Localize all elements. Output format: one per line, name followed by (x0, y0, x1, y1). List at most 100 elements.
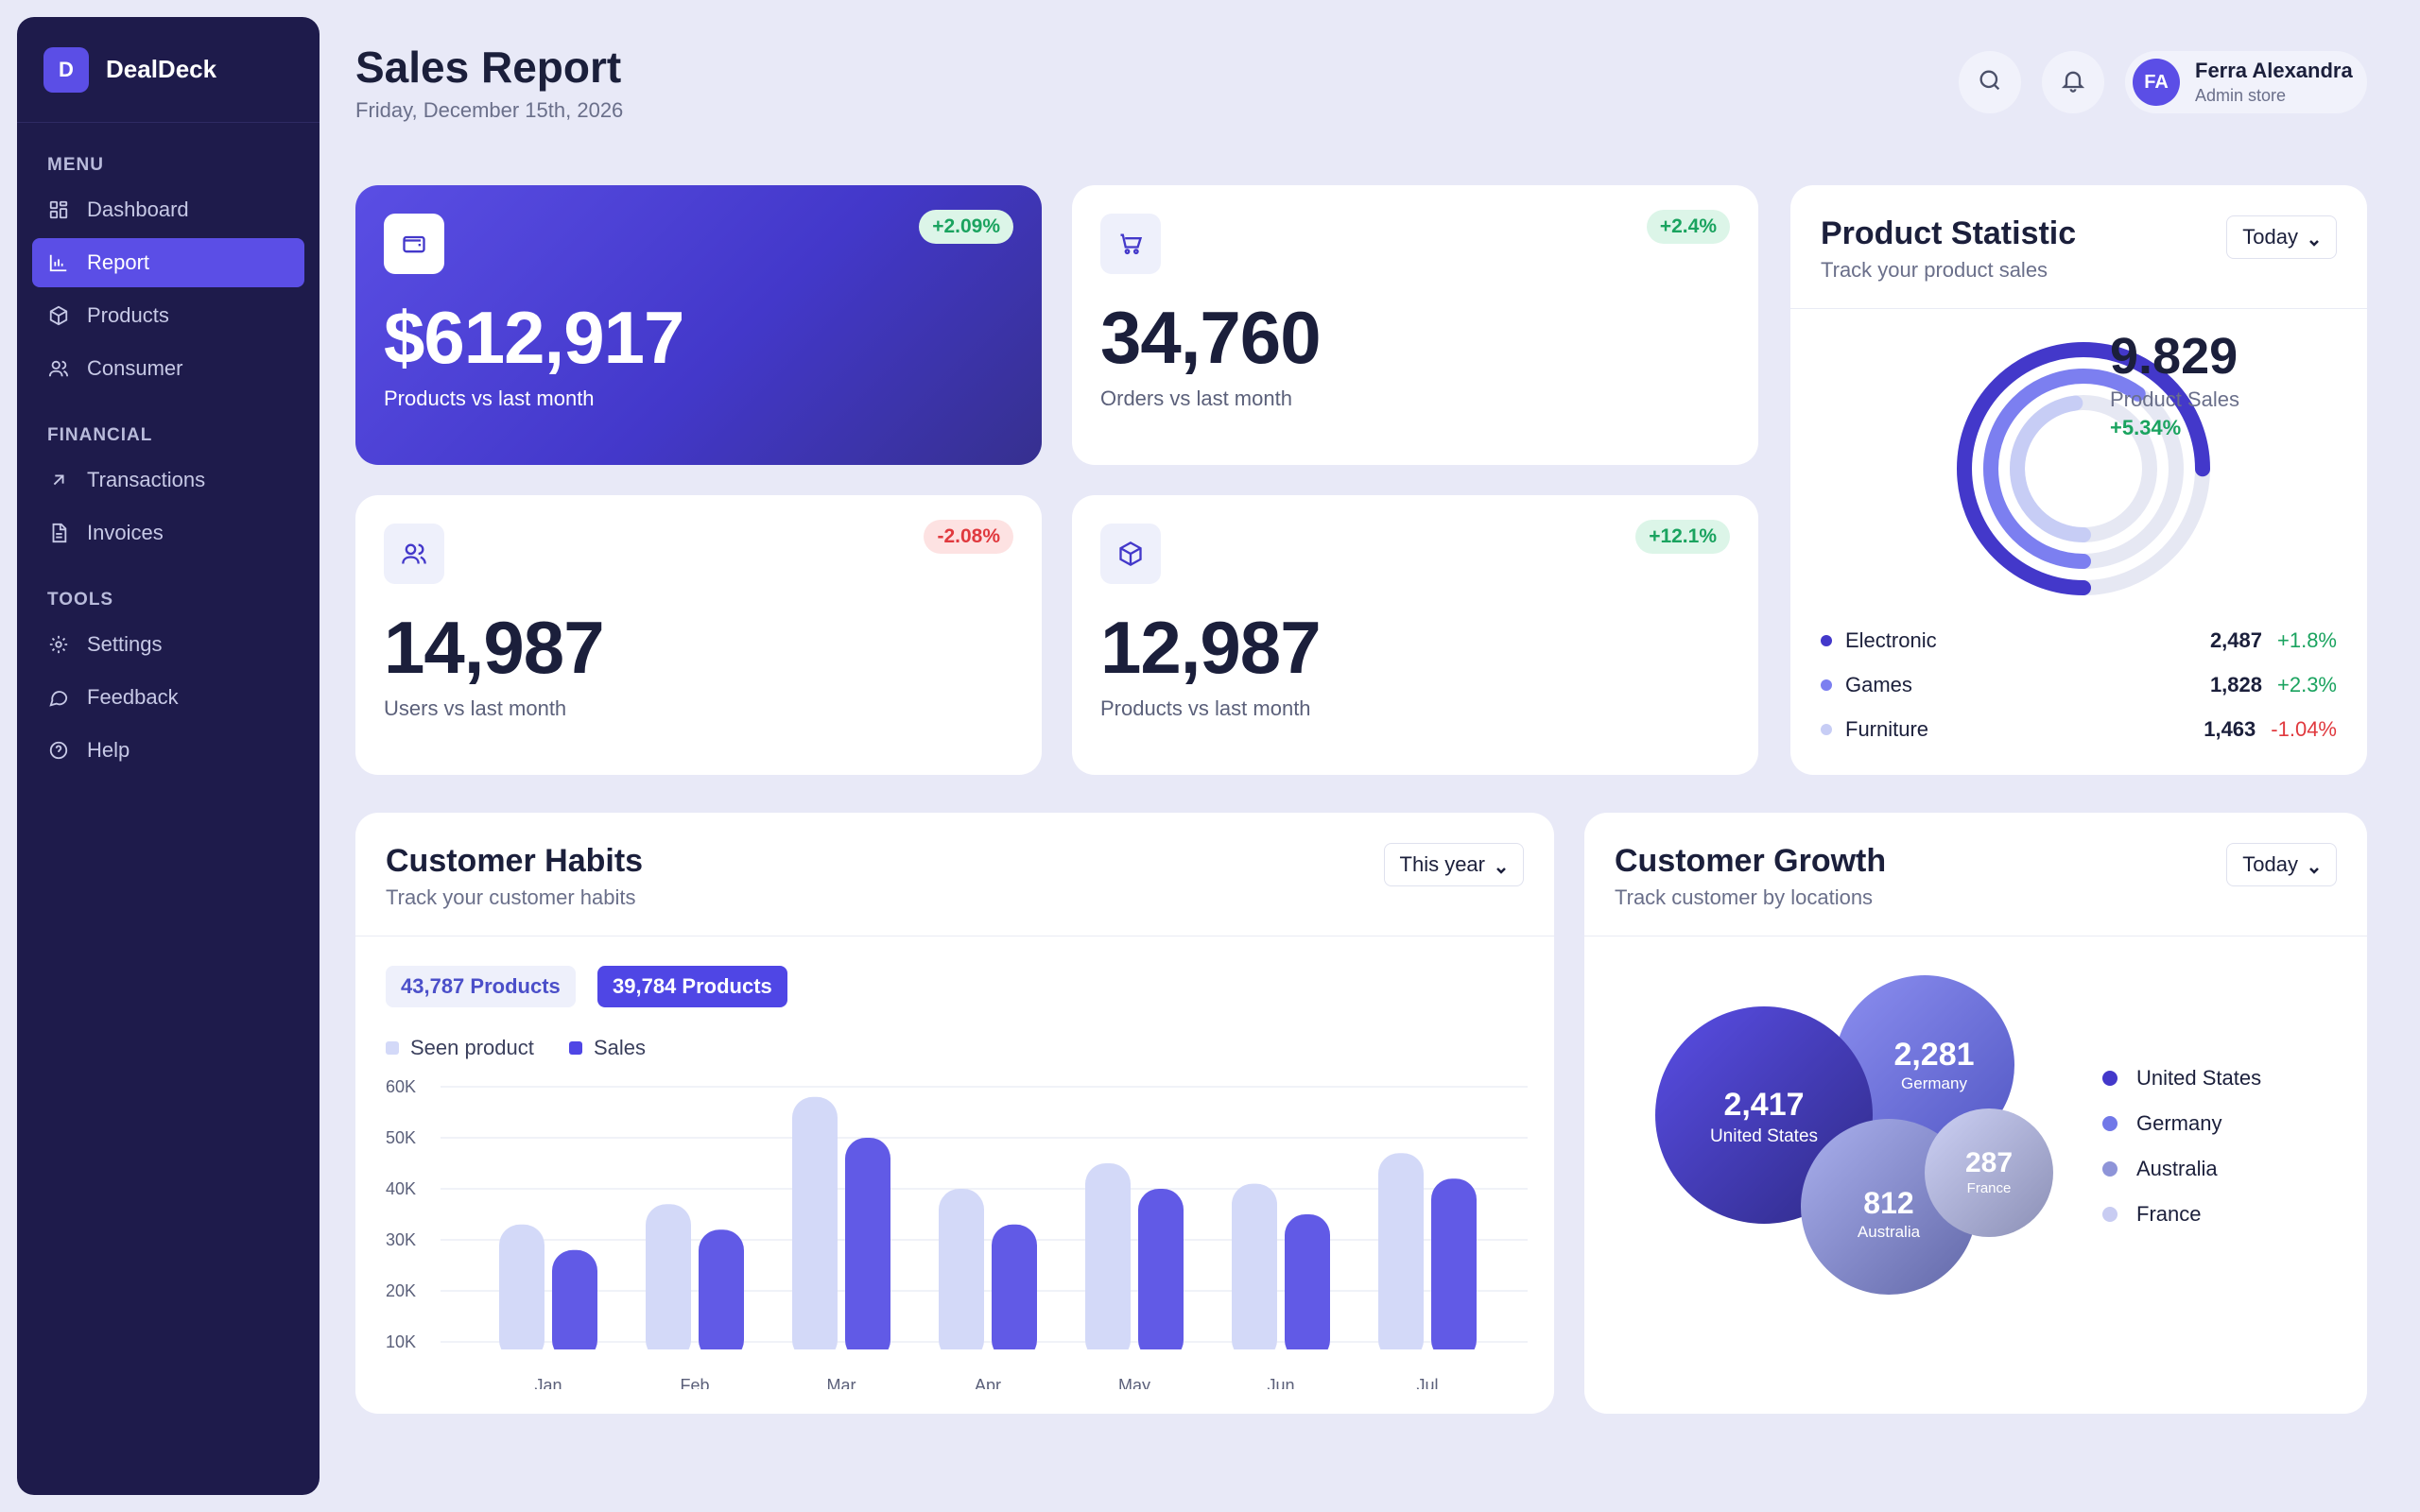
location-legend-item[interactable]: United States (2102, 1066, 2261, 1091)
total-sales-label: Product Sales (2110, 387, 2239, 411)
stat-label: Orders vs last month (1100, 387, 1292, 410)
ring-games[interactable] (1983, 369, 2184, 569)
box-icon (1100, 524, 1161, 584)
category-row[interactable]: Electronic 2,487 +1.8% (1821, 624, 2337, 658)
stat-label: Users vs last month (384, 696, 567, 720)
bubble-label: Germany (1901, 1074, 1967, 1092)
bar-sales[interactable] (1285, 1214, 1330, 1361)
bar-seen-product[interactable] (1378, 1153, 1424, 1361)
legend-dot (2102, 1207, 2118, 1222)
bar-seen-product[interactable] (1232, 1183, 1277, 1361)
bar-seen-product[interactable] (499, 1224, 544, 1361)
bar-seen-product[interactable] (792, 1096, 838, 1361)
sidebar-item-dashboard[interactable]: Dashboard (32, 185, 304, 234)
legend-label: Sales (594, 1036, 647, 1059)
section-label-financial: FINANCIAL (47, 425, 153, 445)
stat-value: $612,917 (384, 296, 684, 379)
legend-label: Seen product (410, 1036, 534, 1059)
change-badge: +2.4% (1646, 210, 1730, 244)
ring-furniture[interactable] (2010, 395, 2157, 542)
chat-icon (47, 686, 70, 709)
search-button[interactable] (1959, 51, 2021, 113)
period-dropdown[interactable]: This year (1383, 843, 1524, 886)
x-tick-label: Jan (534, 1376, 562, 1389)
period-dropdown[interactable]: Today (2226, 215, 2337, 259)
customer-growth-card: Customer Growth Track customer by locati… (1584, 813, 2367, 1414)
users-icon (384, 524, 444, 584)
sales-products-pill[interactable]: 39,784 Products (597, 966, 787, 1007)
chevron-down-icon (2308, 858, 2321, 874)
location-legend-item[interactable]: France (2102, 1202, 2201, 1227)
bubble-value: 287 (1965, 1147, 2013, 1178)
change-badge: +2.09% (919, 210, 1013, 244)
wallet-icon (384, 214, 444, 274)
chevron-down-icon (2308, 231, 2321, 247)
y-tick-label: 30K (386, 1230, 416, 1249)
stat-card-users[interactable]: -2.08% 14,987 Users vs last month (355, 495, 1042, 775)
bar-sales[interactable] (992, 1224, 1037, 1361)
sidebar: D DealDeck MENU Dashboard Report Product… (17, 17, 320, 1495)
stat-label: Products vs last month (1100, 696, 1311, 720)
bar-sales[interactable] (1431, 1178, 1477, 1361)
stat-value: 34,760 (1100, 296, 1322, 379)
page-date: Friday, December 15th, 2026 (355, 98, 624, 122)
sidebar-item-label: Dashboard (87, 198, 189, 221)
bar-sales[interactable] (552, 1249, 597, 1361)
stat-card-revenue[interactable]: +2.09% $612,917 Products vs last month (355, 185, 1042, 465)
category-change: -1.04% (2271, 717, 2337, 741)
grid-icon (47, 198, 70, 221)
x-tick-label: Jun (1267, 1376, 1294, 1389)
gear-icon (47, 633, 70, 656)
sidebar-item-help[interactable]: Help (32, 726, 304, 775)
sidebar-item-transactions[interactable]: Transactions (32, 455, 304, 505)
category-row[interactable]: Furniture 1,463 -1.04% (1821, 713, 2337, 747)
page-title: Sales Report (355, 43, 622, 92)
sidebar-item-invoices[interactable]: Invoices (32, 508, 304, 558)
y-tick-label: 40K (386, 1179, 416, 1198)
sidebar-item-label: Transactions (87, 468, 206, 491)
sidebar-item-consumer[interactable]: Consumer (32, 344, 304, 393)
arrow-up-right-icon (47, 469, 70, 491)
sidebar-item-label: Settings (87, 632, 163, 656)
seen-products-pill[interactable]: 43,787 Products (386, 966, 576, 1007)
y-tick-label: 60K (386, 1077, 416, 1096)
bar-seen-product[interactable] (1085, 1163, 1131, 1361)
location-name: Germany (2136, 1111, 2222, 1135)
baseline-mask (355, 1349, 1554, 1378)
bubble-france[interactable] (1925, 1108, 2053, 1237)
location-name: United States (2136, 1066, 2262, 1090)
product-rings-chart (1957, 342, 2210, 595)
user-profile[interactable]: FA Ferra Alexandra Admin store (2125, 51, 2367, 113)
stat-card-products[interactable]: +12.1% 12,987 Products vs last month (1072, 495, 1758, 775)
location-name: Australia (2136, 1157, 2218, 1180)
x-tick-label: Apr (975, 1376, 1001, 1389)
cart-icon (1100, 214, 1161, 274)
bar-seen-product[interactable] (939, 1189, 984, 1361)
stat-card-orders[interactable]: +2.4% 34,760 Orders vs last month (1072, 185, 1758, 465)
users-icon (47, 357, 70, 380)
sidebar-item-products[interactable]: Products (32, 291, 304, 340)
bar-seen-product[interactable] (646, 1204, 691, 1361)
ring-electronic[interactable] (1957, 342, 2210, 595)
sidebar-item-report[interactable]: Report (32, 238, 304, 287)
change-badge: +12.1% (1635, 520, 1730, 554)
sidebar-item-label: Report (87, 250, 150, 274)
card-title: Customer Growth (1615, 843, 1887, 879)
location-legend-item[interactable]: Australia (2102, 1157, 2218, 1181)
category-value: 1,828 (2209, 673, 2262, 696)
category-row[interactable]: Games 1,828 +2.3% (1821, 668, 2337, 702)
category-name: Electronic (1845, 628, 1937, 652)
brand[interactable]: D DealDeck (17, 17, 320, 123)
bubble-germany[interactable] (1835, 975, 2014, 1155)
bar-sales[interactable] (1138, 1189, 1184, 1361)
notifications-button[interactable] (2042, 51, 2104, 113)
location-legend-item[interactable]: Germany (2102, 1111, 2221, 1136)
period-dropdown[interactable]: Today (2226, 843, 2337, 886)
product-statistic-card: Product Statistic Track your product sal… (1790, 185, 2367, 775)
card-subtitle: Track your customer habits (386, 885, 636, 909)
sidebar-item-settings[interactable]: Settings (32, 620, 304, 669)
legend-dot (1821, 635, 1832, 646)
sidebar-item-feedback[interactable]: Feedback (32, 673, 304, 722)
bar-sales[interactable] (845, 1138, 890, 1361)
bar-sales[interactable] (699, 1229, 744, 1361)
